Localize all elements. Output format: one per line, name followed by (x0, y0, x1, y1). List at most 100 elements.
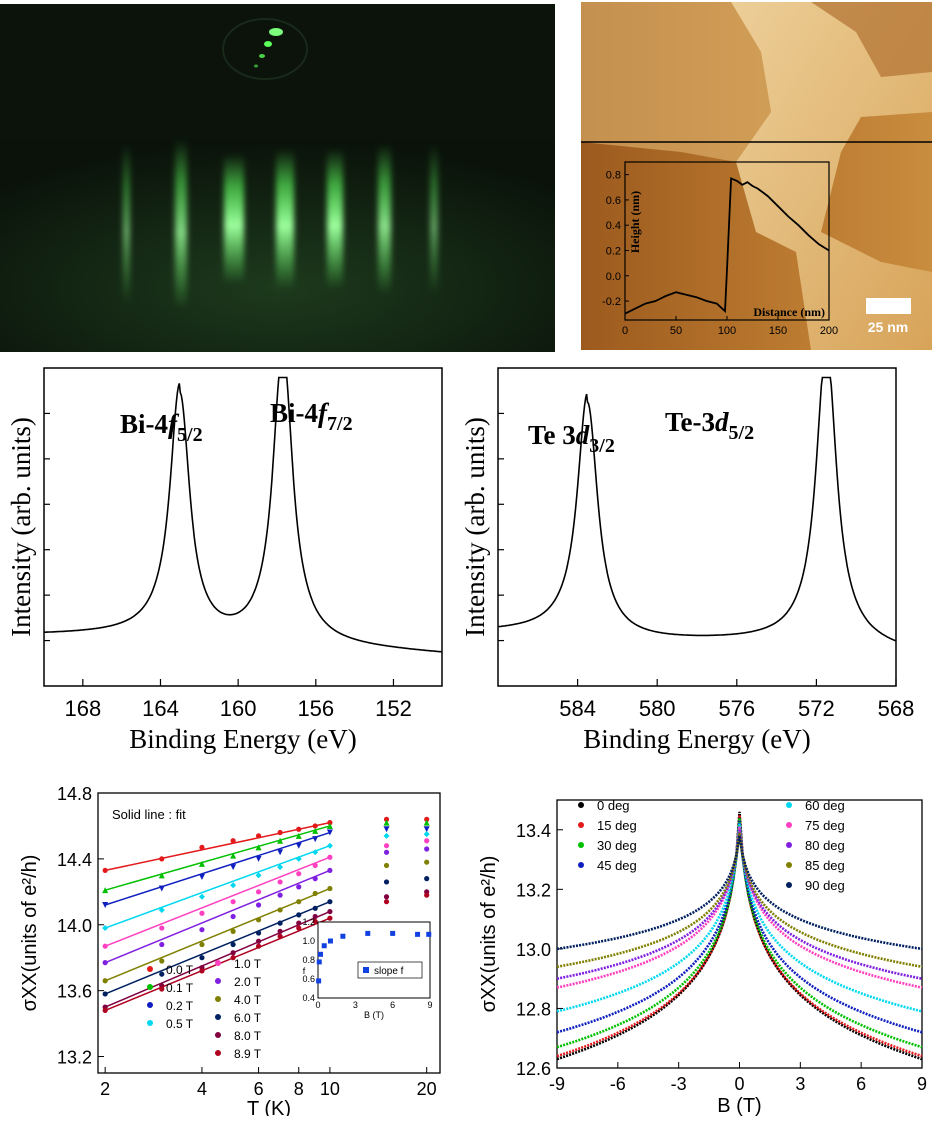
plot-frame (97, 792, 441, 1074)
x-tick-label: 156 (297, 696, 334, 721)
sigma-vs-temperature-chart: 2 4 6 8 10 20 13.2 13.6 14.0 14.4 14.8 T (K) σXX(uni… (0, 780, 450, 1120)
y-tick-label: 12.8 (516, 999, 551, 1019)
data-point (102, 1007, 108, 1014)
legend-marker (215, 960, 221, 966)
inset-x-tick-label: 9 (427, 1000, 432, 1010)
peak-label: Te-3d5/2 (665, 407, 754, 444)
fit-line (105, 821, 331, 872)
legend-label: 4.0 T (234, 993, 262, 1007)
data-point (326, 829, 333, 836)
data-point (327, 820, 333, 826)
data-point (159, 856, 165, 862)
data-point (102, 887, 109, 894)
peak-label: Te 3d3/2 (528, 420, 615, 457)
fit-line (104, 910, 331, 1008)
legend-label: 8.9 T (234, 1047, 262, 1061)
data-point (199, 955, 205, 961)
y-tick-label: 13.2 (516, 880, 551, 900)
data-point (296, 899, 302, 905)
x-tick-label: 4 (197, 1079, 207, 1099)
data-point (383, 862, 390, 869)
height-profile-inset: 0 50 100 150 200 -0.2 0.0 0.2 0.4 0.6 0.8 Distance … (602, 161, 838, 337)
data-point (296, 912, 302, 918)
sigma-vs-field-chart: -9 -6 -3 0 3 6 9 12.6 12.8 13.0 13.2 13.4 B (T) σXX(u… (465, 790, 937, 1117)
spectrum-line (497, 376, 897, 642)
data-point (255, 917, 262, 923)
data-point (159, 958, 165, 964)
fit-line (104, 887, 331, 982)
x-tick-label: 200 (820, 325, 838, 337)
data-point (383, 849, 390, 855)
data-point (277, 864, 284, 871)
inset-x-label: Distance (nm) (753, 305, 825, 319)
afm-svg: 25 nm 0 50 100 150 200 -0.2 0.0 0.2 0.4 0.6 0.8 Dis… (581, 2, 932, 350)
legend-marker (786, 802, 792, 808)
data-series (556, 814, 923, 1058)
data-point (424, 816, 430, 822)
plot-frame (497, 367, 897, 687)
data-point (158, 906, 165, 913)
x-tick-label: 164 (142, 696, 179, 721)
data-point (230, 838, 236, 844)
legend-marker (147, 966, 153, 972)
data-point (277, 920, 283, 926)
inset-data-point (340, 933, 346, 939)
fit-line (104, 901, 331, 995)
x-tick-label: 576 (718, 696, 755, 721)
data-point (424, 838, 430, 844)
y-axis-label: σXX(units of e²/h) (478, 856, 500, 1013)
xps-bi-chart: 168 164 160 156 152 Binding Energy (eV) Intens… (0, 360, 470, 760)
data-point (230, 852, 237, 859)
x-tick-label: -9 (549, 1074, 565, 1094)
data-point (255, 902, 262, 908)
data-point (312, 836, 319, 843)
data-point (383, 843, 390, 849)
data-point (277, 849, 284, 856)
x-tick-label: -6 (610, 1074, 626, 1094)
legend-marker (578, 862, 584, 868)
x-tick-label: 9 (917, 1074, 927, 1094)
data-point (277, 907, 283, 913)
y-tick-label: 0.8 (606, 170, 621, 182)
data-point (199, 927, 205, 933)
inset-y-tick-label: 0.4 (302, 993, 315, 1003)
data-point (255, 938, 262, 944)
data-point (383, 879, 390, 885)
spectrum-line (44, 376, 443, 653)
x-axis-label: Binding Energy (eV) (583, 724, 810, 754)
legend-marker (215, 1032, 221, 1038)
data-point (255, 833, 262, 839)
inset-legend-label: slope f (374, 966, 404, 977)
data-point (326, 842, 333, 849)
x-tick-label: 10 (320, 1079, 340, 1099)
data-point (198, 893, 205, 900)
data-point (424, 892, 430, 898)
data-point (312, 905, 318, 911)
x-axis-label: Binding Energy (eV) (129, 724, 356, 754)
data-point (296, 826, 302, 832)
inset-y-tick-label: 1.0 (302, 936, 315, 946)
legend-marker (786, 822, 792, 828)
data-point (230, 899, 236, 905)
data-point (296, 871, 302, 877)
legend-label: 30 deg (597, 838, 637, 853)
inset-y-tick-label: 1.2 (302, 917, 315, 927)
fit-line (104, 845, 331, 929)
inset-x-label: B (T) (364, 1010, 384, 1020)
legend-marker (147, 1002, 153, 1008)
x-tick-label: 568 (878, 696, 915, 721)
legend-marker (786, 862, 792, 868)
data-series (556, 832, 923, 969)
data-point (230, 955, 236, 961)
legend-label: 85 deg (805, 858, 845, 873)
rheed-specular-spots (254, 28, 283, 68)
inset-x-tick-label: 0 (315, 1000, 320, 1010)
xps-te-chart: 584 580 576 572 568 Binding Energy (eV) Intens… (460, 360, 937, 760)
legend-label: 0.2 T (166, 999, 194, 1013)
data-point (383, 826, 390, 833)
rheed-streaks (123, 139, 438, 309)
data-point (159, 925, 165, 931)
height-profile-line (624, 177, 830, 315)
y-tick-label: 0.6 (606, 195, 621, 207)
x-tick-label: 6 (254, 1079, 264, 1099)
